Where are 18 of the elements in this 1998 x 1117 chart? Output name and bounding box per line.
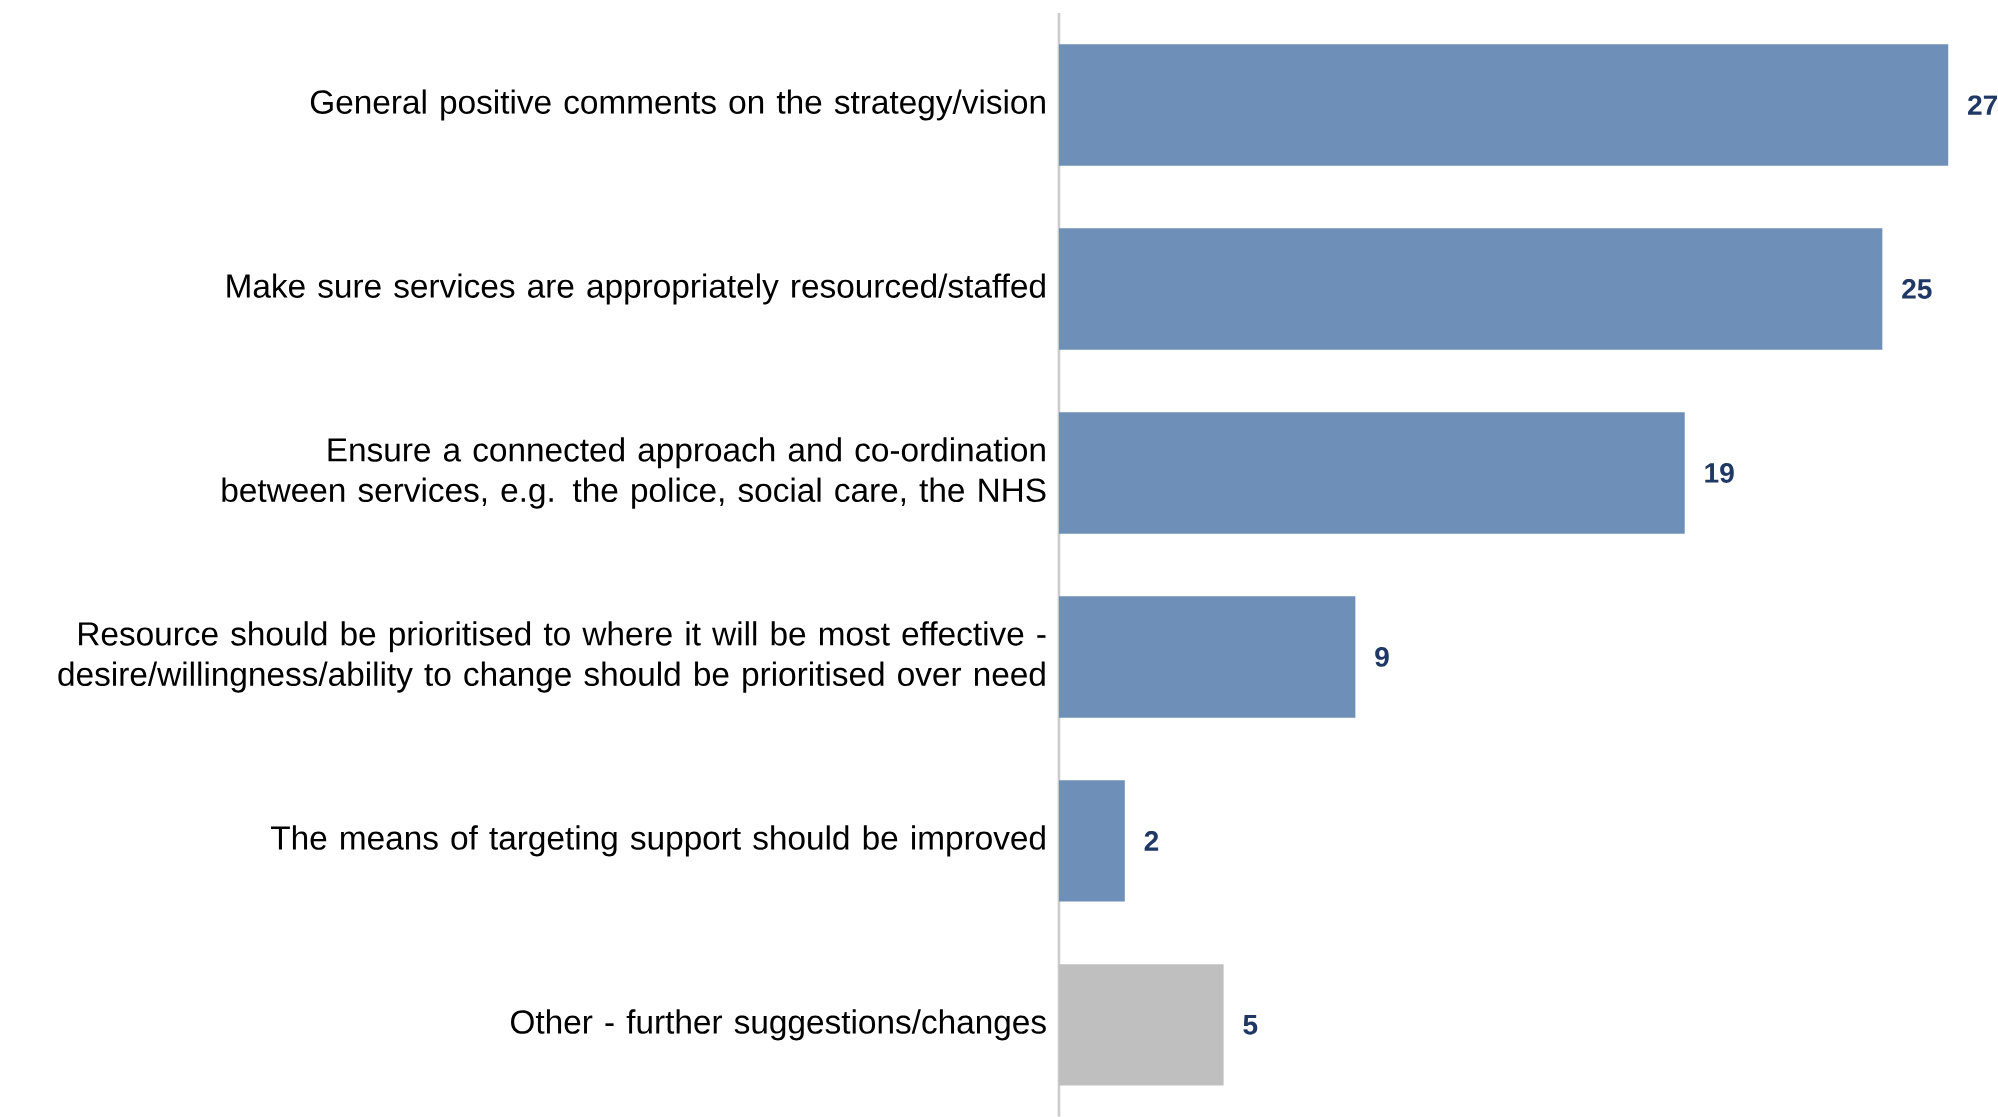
- data-label: 9: [1375, 647, 1389, 667]
- y-tick-label: Make sure services are appropriately resourced/staffed: [227, 273, 1045, 305]
- data-label: 25: [1902, 279, 1932, 299]
- data-label: 5: [1243, 1015, 1258, 1035]
- data-label: 19: [1705, 463, 1734, 483]
- y-tick-label: The means of targeting support should be improved: [271, 825, 1045, 857]
- bar: [1058, 780, 1125, 902]
- bar: [1058, 412, 1685, 534]
- bar: [1058, 228, 1883, 350]
- y-tick-label: General positive comments on the strategy/vision: [310, 89, 1045, 121]
- bar: [1058, 964, 1224, 1086]
- bar: [1058, 596, 1356, 718]
- data-label: 2: [1144, 831, 1159, 851]
- y-tick-label: Resource should be prioritised to where it will be most effective - desire/willingness/ability to change should be prioritised over need: [58, 621, 1046, 693]
- bar: [1058, 44, 1949, 166]
- y-tick-label: Ensure a connected approach and co-ordination between services, e.g. the police, social care, the NHS: [222, 437, 1046, 509]
- data-label: 27: [1968, 95, 1998, 115]
- y-tick-label: Other - further suggestions/changes: [511, 1009, 1046, 1041]
